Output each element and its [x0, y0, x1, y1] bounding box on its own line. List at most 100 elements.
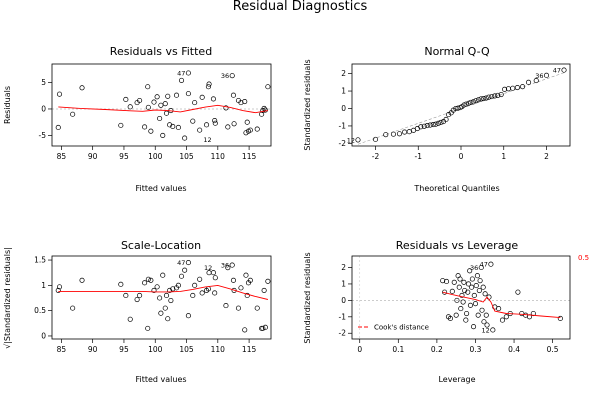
qq-point [372, 136, 379, 142]
sl-point [170, 286, 176, 292]
qq-point [418, 124, 424, 130]
rvf-point [165, 93, 171, 99]
rvl-point [484, 322, 490, 328]
sl-point [134, 296, 140, 303]
sl-xlabel: Fitted values [135, 375, 186, 384]
rvf-point [199, 94, 205, 100]
rvl-point [488, 261, 494, 267]
rvl-title: Residuals vs Leverage [396, 239, 519, 252]
rvf-point-label: 36 [221, 72, 229, 80]
sl-point [244, 292, 250, 299]
sl-ytick-label: 1.5 [34, 256, 46, 265]
rvf-point [247, 127, 253, 133]
sl-point [158, 310, 164, 316]
rvf-point [223, 105, 229, 111]
qq-point [383, 132, 389, 138]
rvf-point [182, 135, 188, 141]
rvf-point [243, 130, 249, 136]
rvl-point [461, 279, 467, 285]
sl-point-label: 47 [177, 259, 185, 267]
qq-point [510, 85, 516, 91]
sl-point [185, 313, 191, 319]
rvl-point [465, 289, 471, 295]
qq-xtick-label: 1 [501, 152, 506, 161]
rvf-ytick-label: -5 [39, 131, 47, 140]
rvf-point [262, 107, 268, 113]
qq-point [525, 79, 532, 85]
rvl-point [471, 292, 477, 298]
rvl-point [482, 291, 488, 297]
qq-point-label: 12 [347, 136, 355, 144]
qq-xtick-label: 0 [459, 152, 464, 161]
sl-point [56, 284, 63, 290]
rvf-xtick-label: 115 [242, 152, 257, 161]
sl-xtick-label: 115 [242, 345, 257, 354]
rvf-point [190, 118, 196, 124]
sl-point [261, 287, 267, 293]
qq-xtick-label: -2 [372, 152, 380, 161]
rvf-point [210, 96, 216, 102]
rvf-point [56, 91, 63, 97]
rvf-point [70, 111, 76, 117]
rvf-point [127, 104, 133, 110]
sl-ytick-label: 0.5 [34, 306, 46, 315]
qq-point-label: 36 [535, 72, 543, 80]
qq-point [533, 78, 539, 84]
sl-point [70, 305, 76, 311]
qq-title: Normal Q-Q [424, 45, 490, 58]
rvl-point [443, 278, 450, 285]
qq-point [473, 98, 479, 104]
rvf-point [244, 119, 250, 125]
rvf-point [229, 73, 235, 79]
sl-xtick-label: 100 [148, 345, 163, 354]
sl-point [148, 277, 154, 283]
sl-point [238, 285, 244, 291]
sl-point [210, 270, 216, 276]
rvf-point [154, 94, 160, 100]
qq-point [489, 94, 495, 100]
rvf-point [205, 84, 211, 90]
rvl-point [459, 292, 465, 298]
sl-point [265, 278, 271, 284]
rvf-point [178, 77, 185, 83]
rvf-point [145, 84, 151, 90]
rvf-point [160, 132, 166, 138]
rvf-point [145, 104, 151, 110]
qq-point [390, 131, 397, 137]
rvl-point [483, 312, 489, 318]
qq-point [421, 123, 427, 129]
sl-point [212, 290, 218, 296]
sl-point [145, 325, 151, 331]
qq-point [355, 137, 361, 143]
sl-point [182, 267, 188, 273]
qq-xlabel: Theoretical Quantiles [413, 184, 499, 193]
rvl-point [457, 276, 463, 282]
rvl-point [469, 276, 475, 282]
rvl-ytick-label: 2 [341, 263, 346, 272]
qq-point [446, 112, 452, 118]
rvf-point [167, 122, 173, 128]
rvl-point [440, 278, 446, 284]
rvf-ytick-label: 5 [41, 78, 46, 87]
sl-point [118, 281, 124, 287]
qq-point [402, 129, 408, 135]
rvf-point [230, 92, 237, 98]
qq-point [492, 93, 498, 99]
rvf-point [238, 100, 244, 106]
rvf-point [162, 101, 168, 107]
qq-point-label: 47 [553, 67, 561, 75]
rvf-point [157, 115, 163, 122]
sl-point [175, 282, 181, 288]
rvf-point [173, 92, 180, 98]
sl-point [142, 280, 148, 286]
qq-point [514, 85, 520, 91]
rvl-ytick-label: 1 [341, 279, 346, 288]
rvf-point [123, 96, 129, 102]
sl-point [262, 324, 268, 330]
rvf-point [175, 124, 181, 131]
qq-ytick-label: -1 [339, 121, 347, 130]
sl-point [165, 316, 171, 322]
figure-title: Residual Diagnostics [233, 0, 368, 14]
